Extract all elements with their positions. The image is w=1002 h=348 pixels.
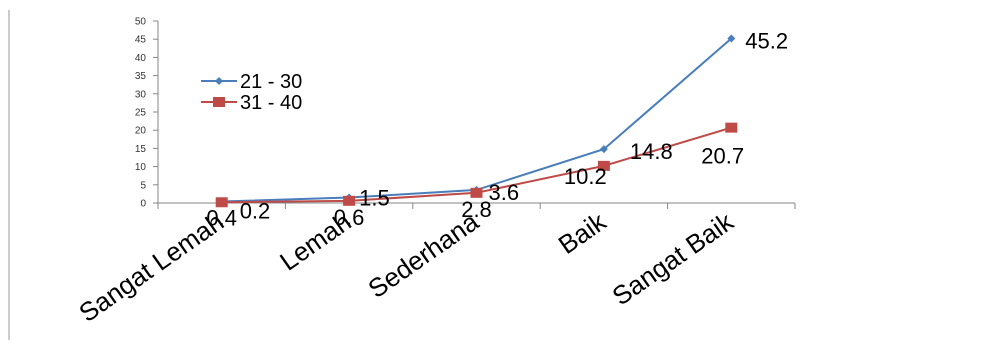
legend-label: 21 - 30 [240, 71, 302, 93]
data-label: 20.7 [701, 144, 744, 169]
y-tick-label: 10 [135, 162, 147, 173]
data-label: 2.8 [461, 197, 492, 222]
data-point [597, 160, 610, 171]
y-tick-label: 50 [135, 17, 147, 28]
legend-marker [215, 77, 223, 85]
y-tick-label: 30 [135, 89, 147, 100]
y-tick-label: 0 [140, 199, 146, 210]
legend-marker [213, 97, 225, 107]
data-label: 14.8 [630, 139, 673, 164]
data-point [725, 122, 738, 133]
y-tick-label: 35 [135, 71, 147, 82]
data-point [599, 145, 608, 154]
data-label: 0.4 [206, 206, 237, 231]
y-tick-label: 45 [135, 35, 147, 46]
data-point [343, 195, 356, 206]
data-label: 10.2 [564, 164, 607, 189]
legend-label: 31 - 40 [240, 92, 302, 114]
data-point [470, 187, 483, 198]
x-category-label: Sangat Baik [607, 206, 740, 312]
y-tick-label: 25 [135, 108, 147, 119]
y-tick-label: 40 [135, 53, 147, 64]
series-line-1 [221, 37, 732, 203]
data-label: 0.2 [240, 198, 271, 223]
y-tick-label: 15 [135, 144, 147, 155]
y-tick-label: 20 [135, 126, 147, 137]
data-label: 1.5 [359, 186, 390, 211]
data-point [215, 197, 228, 208]
data-label: 0.6 [334, 205, 365, 230]
data-label: 3.6 [489, 180, 520, 205]
data-point [727, 34, 736, 43]
data-label: 45.2 [745, 28, 788, 53]
y-tick-label: 5 [140, 180, 146, 191]
x-category-label: Baik [553, 206, 612, 260]
